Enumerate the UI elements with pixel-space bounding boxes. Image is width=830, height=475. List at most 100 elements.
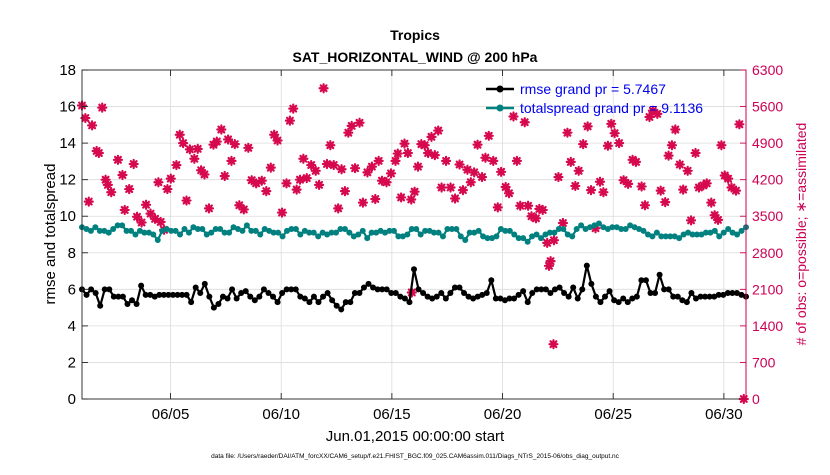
obs-marker (196, 165, 207, 176)
rmse-point (506, 295, 513, 302)
totalspread-point (653, 229, 660, 236)
totalspread-point (448, 226, 455, 233)
obs-star-stroke (339, 186, 351, 197)
obs-marker (606, 118, 617, 129)
rmse-point (292, 286, 299, 293)
x-tick-label: 06/10 (262, 406, 300, 423)
obs-star-stroke (80, 112, 91, 124)
totalspread-point (658, 233, 665, 240)
rmse-point (533, 286, 540, 293)
obs-star-stroke (685, 215, 697, 226)
obs-marker (178, 138, 189, 149)
obs-star-stroke (429, 150, 440, 161)
rmse-point (283, 286, 290, 293)
totalspread-point (248, 227, 255, 234)
obs-marker (515, 200, 526, 211)
obs-star-stroke (165, 173, 176, 184)
legend-totalspread-label: totalspread grand pr = 9.1136 (520, 100, 703, 116)
obs-star-stroke (196, 165, 207, 176)
y-right-tick-label: 3500 (752, 208, 783, 224)
obs-star-stroke (419, 140, 430, 151)
rmse-point (138, 282, 145, 289)
obs-star-stroke (647, 105, 658, 116)
obs-star-stroke (294, 174, 306, 185)
obs-marker (165, 173, 176, 184)
obs-marker (145, 208, 156, 219)
obs-star-stroke (542, 237, 553, 248)
totalspread-point (132, 231, 139, 238)
rmse-point (356, 289, 363, 296)
obs-marker (496, 166, 507, 177)
totalspread-point (466, 229, 473, 236)
obs-star-stroke (660, 197, 671, 208)
totalspread-point (208, 229, 215, 236)
rmse-point (620, 295, 627, 302)
obs-marker (112, 154, 124, 165)
totalspread-point (676, 235, 683, 242)
obs-marker (149, 213, 161, 224)
obs-star-stroke (690, 147, 701, 159)
totalspread-point (560, 226, 567, 233)
obs-star-stroke (693, 182, 705, 193)
obs-star-stroke (515, 200, 526, 211)
obs-star-stroke (112, 154, 124, 165)
obs-star-stroke (678, 184, 689, 195)
obs-star-stroke (476, 171, 488, 183)
y-left-tick-label: 18 (59, 62, 76, 79)
totalspread-series (79, 220, 749, 245)
obs-marker (614, 138, 625, 149)
obs-marker (354, 117, 365, 128)
obs-star-stroke (598, 187, 609, 198)
obs-marker (422, 147, 434, 159)
rmse-point (411, 266, 417, 273)
totalspread-point (511, 231, 518, 238)
rmse-point (520, 288, 527, 295)
obs-star-stroke (199, 169, 210, 180)
obs-star-stroke (578, 139, 589, 150)
obs-marker (573, 165, 584, 176)
totalspread-point (667, 233, 674, 240)
rmse-point (470, 295, 477, 302)
obs-marker (281, 178, 292, 189)
obs-star-stroke (238, 204, 249, 215)
obs-marker-low (548, 339, 559, 350)
rmse-point (633, 293, 640, 300)
obs-marker (321, 158, 333, 170)
totalspread-point (270, 229, 277, 236)
obs-star-stroke (174, 129, 185, 140)
obs-marker (454, 159, 465, 170)
x-axis-label: Jun.01,2015 00:00:00 start (326, 428, 505, 445)
rmse-point (529, 289, 536, 296)
rmse-point (511, 295, 518, 302)
rmse-point (147, 291, 154, 298)
rmse-point (638, 277, 645, 284)
obs-marker (346, 120, 357, 131)
obs-star-stroke (243, 142, 254, 153)
obs-marker (734, 119, 745, 130)
obs-marker (542, 237, 553, 248)
rmse-point (683, 299, 690, 306)
totalspread-point (711, 227, 718, 234)
rmse-point (642, 277, 649, 284)
obs-star-stroke (354, 117, 365, 128)
obs-star-stroke (301, 173, 312, 184)
legend-totalspread-marker (496, 104, 504, 112)
obs-marker (730, 185, 742, 196)
totalspread-point (662, 233, 669, 240)
obs-marker (269, 129, 280, 140)
obs-star-stroke (117, 169, 128, 181)
rmse-point (415, 286, 422, 293)
y-right-tick-label: 0 (752, 391, 760, 407)
obs-star-stroke (726, 182, 737, 193)
plot-area (82, 70, 746, 399)
obs-star-stroke (155, 216, 166, 228)
rmse-point (192, 284, 199, 291)
x-tick-label: 06/30 (705, 406, 743, 423)
obs-marker (530, 213, 542, 224)
rmse-point (711, 293, 718, 300)
totalspread-point (640, 227, 647, 234)
obs-star-stroke (265, 162, 276, 173)
obs-marker (685, 215, 697, 226)
rmse-point (360, 284, 367, 291)
rmse-point (279, 289, 286, 296)
